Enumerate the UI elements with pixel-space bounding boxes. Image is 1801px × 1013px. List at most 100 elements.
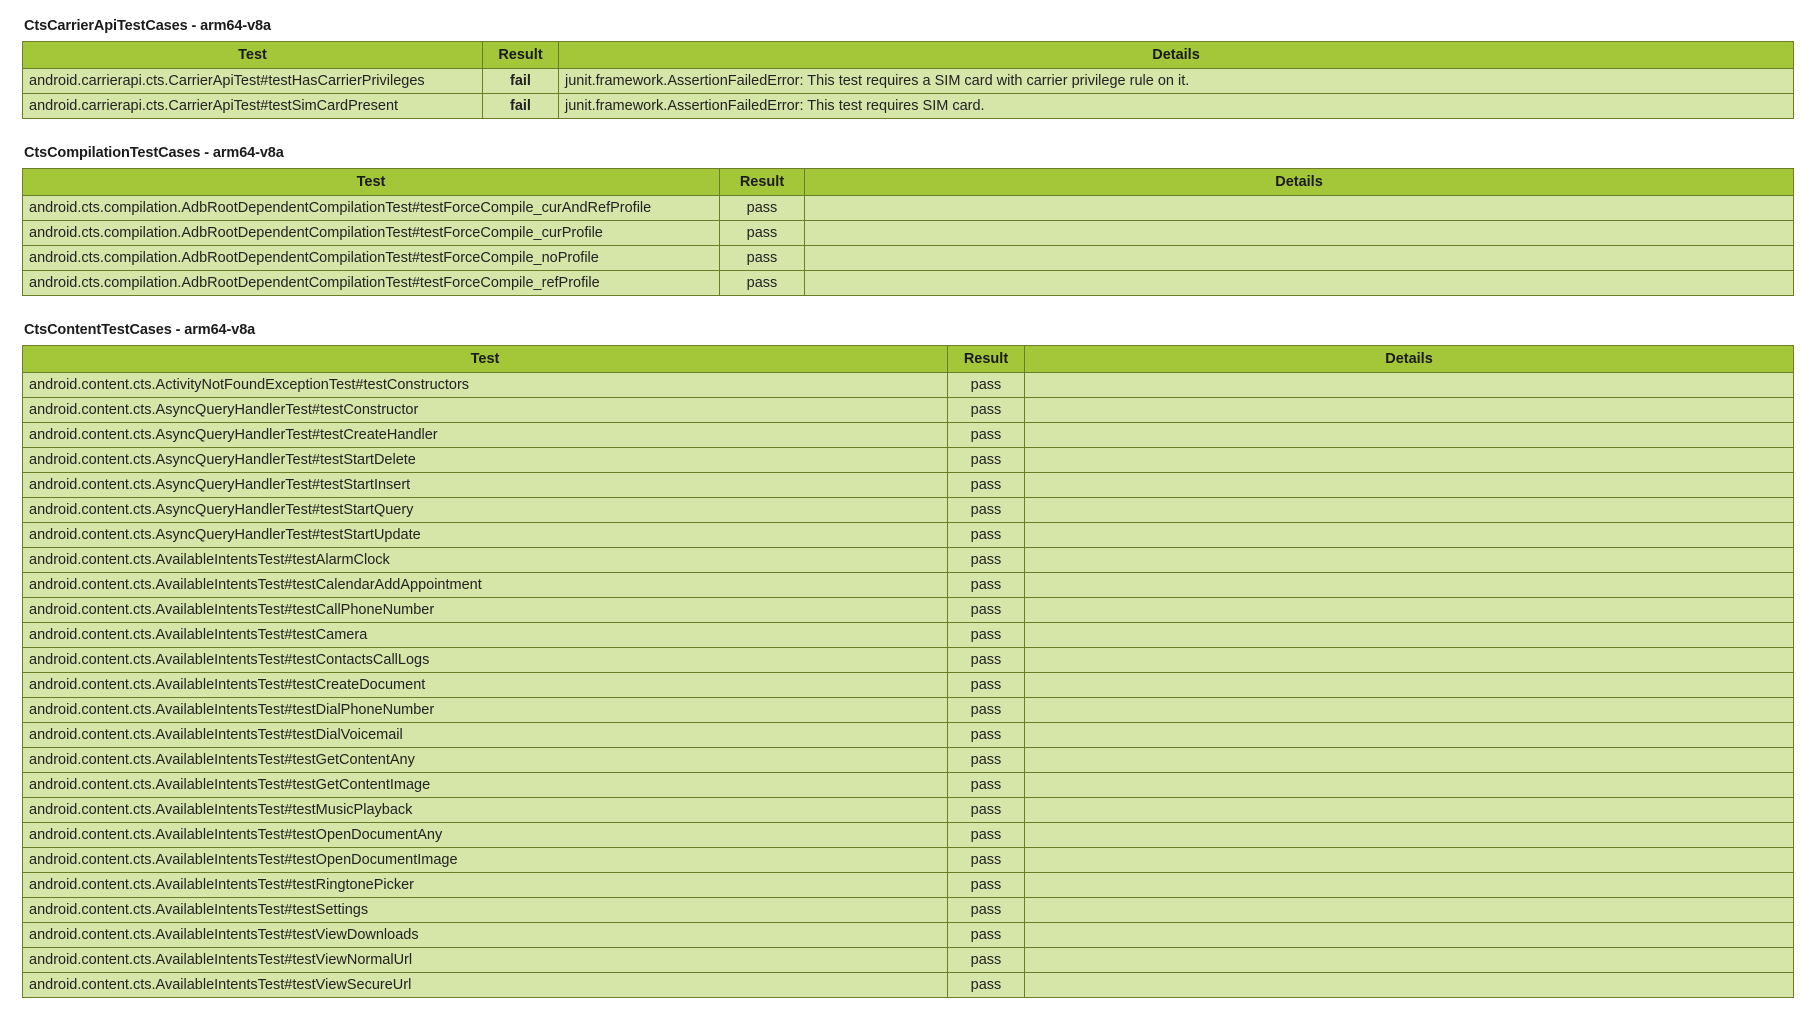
test-name-cell: android.content.cts.AsyncQueryHandlerTes…: [22, 447, 948, 473]
test-name-cell: android.content.cts.AvailableIntentsTest…: [22, 547, 948, 573]
details-cell: [804, 245, 1794, 271]
test-name-cell: android.content.cts.ActivityNotFoundExce…: [22, 372, 948, 398]
result-status-cell: pass: [947, 547, 1025, 573]
table-row: android.cts.compilation.AdbRootDependent…: [22, 270, 1794, 296]
test-name-cell: android.content.cts.AvailableIntentsTest…: [22, 872, 948, 898]
test-name-cell: android.cts.compilation.AdbRootDependent…: [22, 195, 720, 221]
column-header-result[interactable]: Result: [947, 345, 1025, 373]
table-row: android.content.cts.AvailableIntentsTest…: [22, 547, 1794, 573]
column-header-details[interactable]: Details: [804, 168, 1794, 196]
column-header-result[interactable]: Result: [719, 168, 805, 196]
result-status-cell: pass: [719, 245, 805, 271]
details-cell: [1024, 397, 1794, 423]
test-module: CtsContentTestCases - arm64-v8a Test Resul…: [22, 322, 1794, 998]
test-name-cell: android.cts.compilation.AdbRootDependent…: [22, 245, 720, 271]
test-name-cell: android.content.cts.AsyncQueryHandlerTes…: [22, 497, 948, 523]
module-title: CtsCarrierApiTestCases - arm64-v8a: [24, 18, 271, 34]
details-cell: [1024, 497, 1794, 523]
test-name-cell: android.content.cts.AvailableIntentsTest…: [22, 572, 948, 598]
table-row: android.content.cts.AvailableIntentsTest…: [22, 597, 1794, 623]
table-row: android.content.cts.AvailableIntentsTest…: [22, 897, 1794, 923]
details-cell: [1024, 422, 1794, 448]
result-status-cell: pass: [719, 270, 805, 296]
details-cell: [804, 220, 1794, 246]
test-name-cell: android.carrierapi.cts.CarrierApiTest#te…: [22, 93, 483, 119]
table-row: android.content.cts.AvailableIntentsTest…: [22, 772, 1794, 798]
results-table: Test Result Details android.content.cts.Act…: [22, 345, 1794, 998]
details-cell: [804, 270, 1794, 296]
column-header-details[interactable]: Details: [1024, 345, 1794, 373]
details-cell: [1024, 622, 1794, 648]
result-status-cell: pass: [947, 472, 1025, 498]
test-module: CtsCarrierApiTestCases - arm64-v8a Test Re…: [22, 18, 1794, 135]
result-status-cell: fail: [482, 68, 559, 94]
table-row: android.content.cts.AvailableIntentsTest…: [22, 922, 1794, 948]
column-header-test[interactable]: Test: [22, 168, 720, 196]
result-status-cell: pass: [947, 972, 1025, 998]
table-header-row: Test Result Details: [22, 168, 1794, 196]
details-cell: [1024, 922, 1794, 948]
table-row: android.carrierapi.cts.CarrierApiTest#te…: [22, 68, 1794, 94]
details-cell: [1024, 972, 1794, 998]
result-status-cell: fail: [482, 93, 559, 119]
test-name-cell: android.carrierapi.cts.CarrierApiTest#te…: [22, 68, 483, 94]
details-cell: [1024, 647, 1794, 673]
details-cell: [1024, 572, 1794, 598]
test-name-cell: android.cts.compilation.AdbRootDependent…: [22, 270, 720, 296]
table-row: android.content.cts.AvailableIntentsTest…: [22, 947, 1794, 973]
details-cell: [1024, 822, 1794, 848]
table-row: android.content.cts.AvailableIntentsTest…: [22, 647, 1794, 673]
details-cell: [1024, 372, 1794, 398]
test-name-cell: android.content.cts.AvailableIntentsTest…: [22, 822, 948, 848]
details-cell: [1024, 872, 1794, 898]
details-cell: [1024, 522, 1794, 548]
table-header-row: Test Result Details: [22, 41, 1794, 69]
test-name-cell: android.content.cts.AvailableIntentsTest…: [22, 972, 948, 998]
result-status-cell: pass: [947, 697, 1025, 723]
result-status-cell: pass: [947, 847, 1025, 873]
test-name-cell: android.cts.compilation.AdbRootDependent…: [22, 220, 720, 246]
column-header-result[interactable]: Result: [482, 41, 559, 69]
test-name-cell: android.content.cts.AsyncQueryHandlerTes…: [22, 472, 948, 498]
table-row: android.content.cts.AsyncQueryHandlerTes…: [22, 522, 1794, 548]
module-title: CtsContentTestCases - arm64-v8a: [24, 322, 256, 338]
test-name-cell: android.content.cts.AvailableIntentsTest…: [22, 797, 948, 823]
result-status-cell: pass: [947, 772, 1025, 798]
column-header-test[interactable]: Test: [22, 345, 948, 373]
table-row: android.content.cts.AvailableIntentsTest…: [22, 847, 1794, 873]
test-name-cell: android.content.cts.AsyncQueryHandlerTes…: [22, 397, 948, 423]
test-name-cell: android.content.cts.AsyncQueryHandlerTes…: [22, 422, 948, 448]
module-list: CtsCarrierApiTestCases - arm64-v8a Test Re…: [22, 18, 1794, 998]
table-row: android.content.cts.AvailableIntentsTest…: [22, 872, 1794, 898]
table-row: android.content.cts.AsyncQueryHandlerTes…: [22, 472, 1794, 498]
result-status-cell: pass: [947, 947, 1025, 973]
table-row: android.content.cts.AvailableIntentsTest…: [22, 822, 1794, 848]
details-cell: [1024, 772, 1794, 798]
module-spacer: [22, 296, 1793, 312]
test-module: CtsCompilationTestCases - arm64-v8a Test R…: [22, 145, 1794, 312]
test-name-cell: android.content.cts.AvailableIntentsTest…: [22, 697, 948, 723]
module-title: CtsCompilationTestCases - arm64-v8a: [24, 145, 284, 161]
table-row: android.content.cts.AsyncQueryHandlerTes…: [22, 422, 1794, 448]
details-cell: [1024, 722, 1794, 748]
table-row: android.content.cts.AvailableIntentsTest…: [22, 697, 1794, 723]
test-name-cell: android.content.cts.AvailableIntentsTest…: [22, 622, 948, 648]
test-name-cell: android.content.cts.AvailableIntentsTest…: [22, 672, 948, 698]
table-row: android.content.cts.AsyncQueryHandlerTes…: [22, 497, 1794, 523]
table-row: android.content.cts.AvailableIntentsTest…: [22, 622, 1794, 648]
details-cell: [1024, 897, 1794, 923]
table-row: android.content.cts.AvailableIntentsTest…: [22, 747, 1794, 773]
result-status-cell: pass: [947, 672, 1025, 698]
column-header-test[interactable]: Test: [22, 41, 483, 69]
test-name-cell: android.content.cts.AvailableIntentsTest…: [22, 747, 948, 773]
test-name-cell: android.content.cts.AvailableIntentsTest…: [22, 647, 948, 673]
result-status-cell: pass: [947, 872, 1025, 898]
result-status-cell: pass: [947, 822, 1025, 848]
table-row: android.carrierapi.cts.CarrierApiTest#te…: [22, 93, 1794, 119]
result-status-cell: pass: [947, 372, 1025, 398]
column-header-details[interactable]: Details: [558, 41, 1794, 69]
table-row: android.content.cts.AvailableIntentsTest…: [22, 797, 1794, 823]
result-status-cell: pass: [719, 195, 805, 221]
test-name-cell: android.content.cts.AvailableIntentsTest…: [22, 722, 948, 748]
details-cell: [1024, 547, 1794, 573]
